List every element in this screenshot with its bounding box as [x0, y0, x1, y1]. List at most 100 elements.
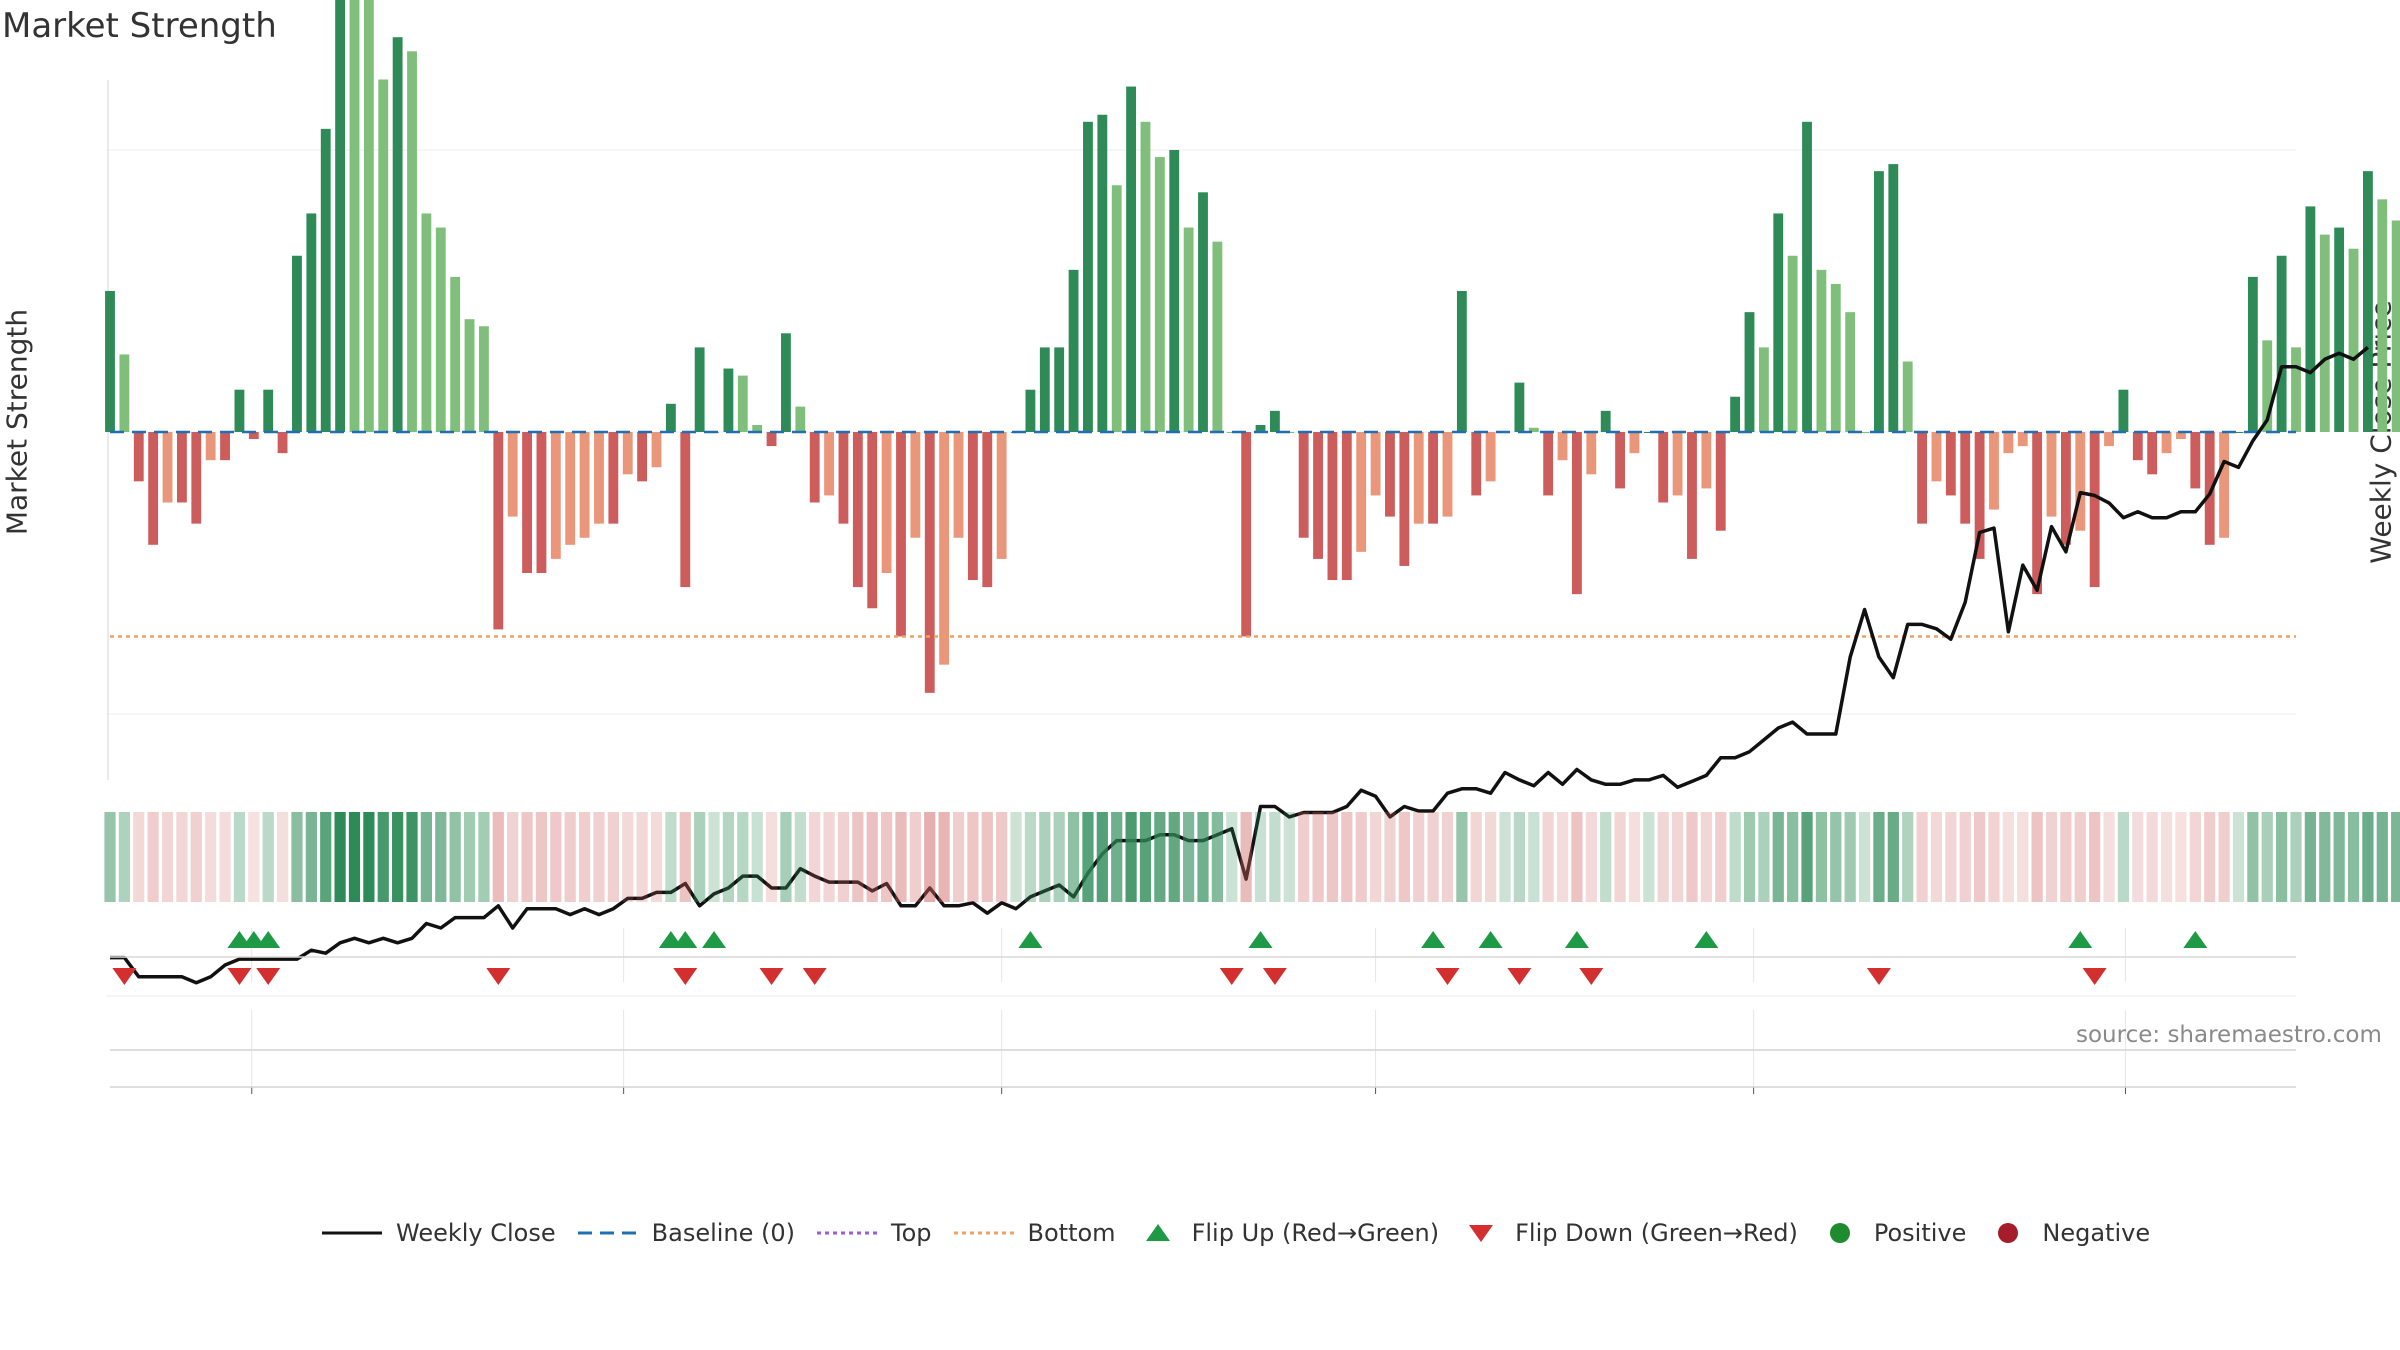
strength-bar	[2204, 432, 2215, 545]
heat-cell	[1082, 812, 1094, 902]
heat-cell	[2089, 812, 2101, 902]
heat-cell	[967, 812, 979, 902]
flip-down-marker	[1507, 968, 1532, 985]
strength-bar	[2075, 432, 2086, 531]
strength-bar	[1370, 432, 1381, 496]
legend-swatch-flip-up	[1145, 1224, 1170, 1241]
strength-bar	[2391, 220, 2400, 432]
heat-cell	[694, 812, 706, 902]
strength-bar	[1399, 432, 1410, 566]
flip-down-marker	[227, 968, 252, 985]
strength-bar	[2046, 432, 2057, 517]
heat-cell	[909, 812, 921, 902]
strength-bar	[1456, 291, 1467, 432]
strength-bar	[838, 432, 849, 524]
strength-bar	[1226, 432, 1237, 433]
strength-bar	[2348, 248, 2359, 432]
strength-bar	[162, 432, 173, 503]
strength-bar	[1787, 255, 1798, 432]
strength-bar	[1600, 410, 1611, 432]
strength-bar	[809, 432, 820, 503]
heat-cell	[794, 812, 806, 902]
heat-cell	[2304, 812, 2316, 902]
strength-bar	[1183, 227, 1194, 432]
flip-down-marker	[1435, 968, 1460, 985]
flip-up-marker	[2183, 931, 2208, 948]
heat-cell	[2074, 812, 2086, 902]
legend-swatch-weekly-close	[322, 1231, 382, 1235]
heat-cell	[1787, 812, 1799, 902]
heat-cell	[521, 812, 533, 902]
heat-cell	[1801, 812, 1813, 902]
strength-bar	[1572, 432, 1582, 595]
heat-cell	[2290, 812, 2302, 902]
strength-bar	[335, 0, 346, 432]
heat-cell	[765, 812, 778, 902]
heat-cell	[176, 812, 188, 902]
strength-bar	[191, 432, 202, 524]
strength-bar	[2219, 432, 2230, 538]
heat-cell	[276, 812, 289, 902]
heat-cell	[1312, 812, 1324, 902]
heat-cell	[1010, 812, 1022, 902]
strength-bar	[637, 432, 648, 482]
heat-cell	[1125, 812, 1137, 902]
strength-bar	[1960, 432, 1971, 524]
heat-cell	[1988, 812, 2000, 902]
flip-down-marker	[1579, 968, 1604, 985]
strength-bar	[1615, 432, 1625, 489]
heat-cell	[852, 812, 864, 902]
heat-cell	[233, 812, 246, 902]
strength-bar	[2362, 171, 2373, 432]
strength-bar	[996, 432, 1007, 559]
strength-bar	[795, 406, 806, 432]
strength-bar	[1816, 269, 1827, 432]
heat-cell	[1499, 812, 1511, 902]
strength-bar	[1428, 432, 1439, 524]
strength-bar	[1025, 389, 1036, 432]
heat-cell	[1513, 812, 1525, 902]
heat-cell	[1341, 812, 1353, 902]
heat-cell	[1384, 812, 1396, 902]
heat-cell	[1283, 812, 1295, 902]
strength-bar	[234, 389, 245, 432]
heat-cell	[1916, 812, 1928, 902]
heat-cell	[1053, 812, 1065, 902]
heat-cell	[1686, 812, 1698, 902]
heat-cell	[1643, 812, 1655, 902]
strength-bar	[119, 354, 130, 432]
heat-cell	[507, 812, 519, 902]
heat-cell	[1240, 812, 1252, 902]
strength-bar	[349, 0, 360, 432]
heat-cell	[1226, 812, 1238, 902]
heat-cell	[320, 812, 332, 902]
strength-bar	[766, 432, 777, 447]
legend-swatch-negative	[1998, 1223, 2019, 1243]
strength-bar	[910, 432, 921, 538]
heat-cell	[2276, 812, 2288, 902]
legend-item-flip-down: Flip Down (Green→Red)	[1461, 1219, 1798, 1247]
strength-bar	[1313, 432, 1323, 559]
strength-bar	[1687, 432, 1697, 559]
strength-bar	[1557, 432, 1568, 461]
heat-cell	[1571, 812, 1583, 902]
flip-up-marker	[702, 931, 727, 948]
heat-cell	[1298, 812, 1310, 902]
strength-bar	[622, 432, 633, 475]
heat-cell	[1139, 812, 1152, 902]
flip-up-marker	[1564, 931, 1589, 948]
strength-bar	[1471, 432, 1482, 496]
strength-bar	[1341, 432, 1352, 581]
strength-bar	[982, 432, 993, 588]
heat-cell	[1556, 812, 1569, 902]
strength-bar	[277, 432, 288, 454]
strength-bar	[1701, 432, 1712, 489]
strength-bar	[2190, 432, 2201, 489]
strength-bar	[1169, 150, 1180, 432]
heat-cell	[751, 812, 763, 902]
heat-cell	[593, 812, 605, 902]
heat-cell	[2045, 812, 2058, 902]
heat-cell	[2175, 812, 2187, 902]
heat-cell	[737, 812, 749, 902]
flip-up-marker	[1248, 931, 1273, 948]
